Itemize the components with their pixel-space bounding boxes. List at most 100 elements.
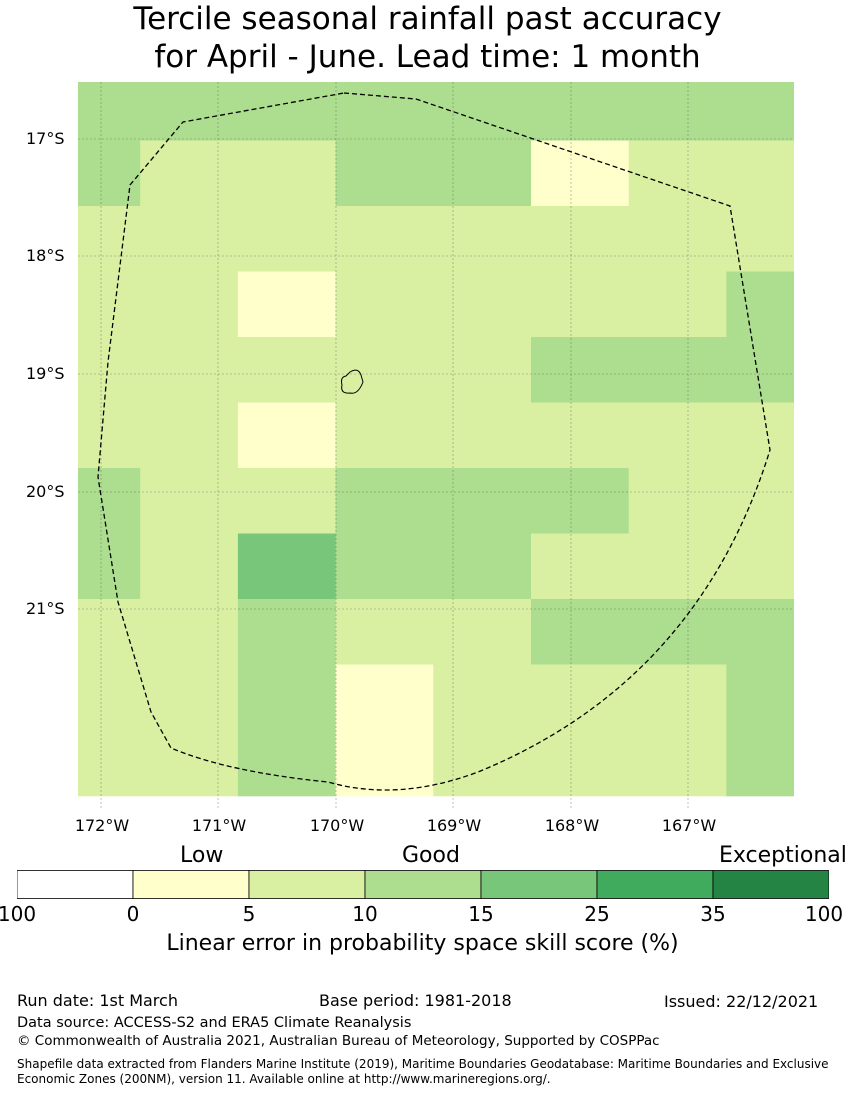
grid-cell [628,82,728,142]
colorbar-segment [248,870,366,899]
grid-cell [726,402,794,469]
grid-cell [433,468,532,535]
grid-cell [335,730,435,797]
grid-cell [335,337,435,404]
grid-cell [628,271,728,338]
lat-label-18s: 18°S [26,246,65,265]
grid-cell [237,402,337,469]
title-line-1: Tercile seasonal rainfall past accuracy [133,1,722,37]
lat-label-21s: 21°S [26,599,65,618]
grid-cell [433,140,532,207]
eez-boundary [97,92,771,791]
category-low: Low [180,843,224,868]
grid-cell [726,730,794,797]
grid-cells [78,82,794,797]
grid-cell [433,402,532,469]
cbar-tick-7: 100 [804,902,844,926]
grid-cell [140,402,239,469]
grid-cell [628,533,728,600]
grid-cell [628,468,728,535]
grid-cell [78,82,141,142]
grid-cell [140,337,239,404]
colorbar [17,870,829,899]
grid-cell [628,337,728,404]
grid-cell [628,730,728,797]
lat-label-17s: 17°S [26,129,65,148]
grid-cell [628,599,728,666]
base-period: Base period: 1981-2018 [319,991,512,1010]
colorbar-title: Linear error in probability space skill … [166,931,679,956]
grid-cell [140,82,239,142]
grid-cell [140,468,239,535]
grid-cell [335,402,435,469]
grid-cell [531,402,630,469]
category-good: Good [402,843,460,868]
grid-cell [140,206,239,273]
cbar-tick-2: 5 [242,902,256,926]
grid-cell [726,82,794,142]
grid-cell [140,533,239,600]
grid-cell [335,533,435,600]
lat-label-19s: 19°S [26,364,65,383]
issued-date: Issued: 22/12/2021 [664,992,819,1011]
lon-label-171w: 171°W [191,816,247,835]
grid-cell [433,271,532,338]
grid-cell [140,664,239,731]
grid-cell [78,271,141,338]
lat-label-20s: 20°S [26,482,65,501]
grid-cell [628,140,728,207]
cbar-tick-5: 25 [584,902,610,926]
grid-cell [531,206,630,273]
colorbar-segment [712,870,829,899]
data-source: Data source: ACCESS-S2 and ERA5 Climate … [17,1015,412,1031]
niue-island [341,369,364,394]
grid-cell [140,271,239,338]
grid-cell [237,337,337,404]
grid-cell [335,664,435,731]
map-title: Tercile seasonal rainfall past accuracy … [0,0,855,76]
cbar-tick-1: 0 [126,902,140,926]
grid-cell [433,337,532,404]
grid-cell [628,206,728,273]
cbar-tick-6: 35 [700,902,726,926]
grid-cell [335,82,435,142]
grid-cell [78,599,141,666]
grid-cell [433,206,532,273]
grid-cell [237,206,337,273]
grid-cell [78,730,141,797]
skill-score-map [78,82,794,810]
grid-cell [237,140,337,207]
grid-cell [726,533,794,600]
colorbar-segment [17,870,134,899]
colorbar-segment [132,870,250,899]
colorbar-segment [596,870,714,899]
grid-cell [433,533,532,600]
grid-cell [531,664,630,731]
cbar-tick-4: 15 [468,902,494,926]
grid-cell [628,402,728,469]
grid-cell [237,599,337,666]
grid-cell [78,402,141,469]
grid-cell [531,140,630,207]
colorbar-segment [364,870,482,899]
colorbar-segment [480,870,598,899]
lon-label-172w: 172°W [74,816,130,835]
grid-cell [78,664,141,731]
grid-cell [237,664,337,731]
grid-cell [237,271,337,338]
grid-cell [78,140,141,207]
lon-label-169w: 169°W [426,816,482,835]
grid-cell [237,468,337,535]
title-line-2: for April - June. Lead time: 1 month [154,39,701,75]
lon-label-168w: 168°W [544,816,600,835]
grid-cell [531,468,630,535]
shapefile-credit: Shapefile data extracted from Flanders M… [17,1057,829,1086]
grid-cell [140,599,239,666]
grid-cell [628,664,728,731]
grid-cell [140,140,239,207]
category-exceptional: Exceptional [719,843,847,868]
grid-cell [531,271,630,338]
grid-cell [78,533,141,600]
grid-cell [531,730,630,797]
copyright: © Commonwealth of Australia 2021, Austra… [17,1033,660,1049]
